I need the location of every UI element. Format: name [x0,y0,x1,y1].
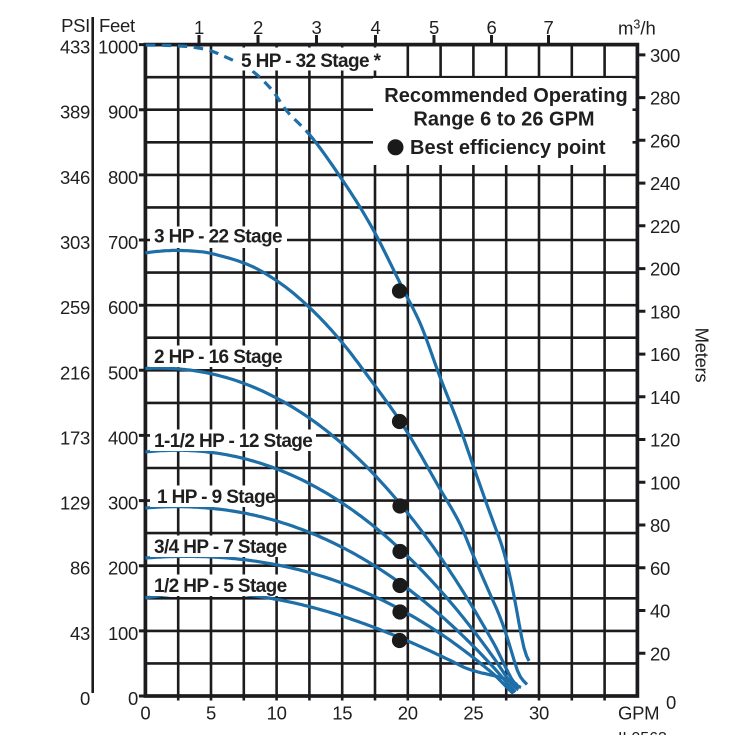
svg-text:6: 6 [487,17,497,38]
svg-text:1/2 HP - 5 Stage: 1/2 HP - 5 Stage [154,576,287,597]
svg-text:1000: 1000 [98,37,138,58]
svg-text:m3/h: m3/h [618,18,656,39]
svg-text:433: 433 [60,37,90,58]
svg-text:260: 260 [650,130,680,151]
svg-text:Recommended Operating: Recommended Operating [384,85,627,107]
svg-text:IL0563: IL0563 [618,730,667,735]
svg-text:10: 10 [267,703,287,724]
svg-text:GPM: GPM [618,703,659,724]
svg-text:160: 160 [650,344,680,365]
svg-text:129: 129 [60,493,90,514]
svg-text:5: 5 [206,703,216,724]
svg-text:20: 20 [650,643,670,664]
svg-text:0: 0 [128,688,138,709]
svg-text:25: 25 [463,703,483,724]
svg-text:200: 200 [108,558,138,579]
svg-text:400: 400 [108,427,138,448]
svg-text:2 HP - 16 Stage: 2 HP - 16 Stage [154,347,282,368]
svg-text:173: 173 [60,427,90,448]
svg-text:3: 3 [312,17,322,38]
svg-text:43: 43 [70,623,90,644]
svg-text:80: 80 [650,515,670,536]
svg-text:303: 303 [60,232,90,253]
svg-text:86: 86 [70,558,90,579]
svg-text:2: 2 [253,17,263,38]
svg-text:40: 40 [650,601,670,622]
svg-text:0: 0 [140,703,150,724]
svg-text:346: 346 [60,167,90,188]
svg-text:120: 120 [650,430,680,451]
svg-text:1: 1 [194,17,204,38]
svg-text:180: 180 [650,301,680,322]
svg-text:600: 600 [108,297,138,318]
svg-text:300: 300 [650,45,680,66]
svg-text:5: 5 [429,17,439,38]
svg-text:15: 15 [332,703,352,724]
svg-text:240: 240 [650,173,680,194]
svg-text:0: 0 [80,688,90,709]
svg-text:30: 30 [529,703,549,724]
svg-text:Feet: Feet [99,15,135,36]
svg-text:0: 0 [666,692,676,713]
svg-text:Meters: Meters [692,328,713,383]
svg-text:220: 220 [650,216,680,237]
svg-text:PSI: PSI [61,15,90,36]
svg-text:Best efficiency point: Best efficiency point [410,137,606,159]
svg-text:216: 216 [60,362,90,383]
svg-text:1-1/2 HP - 12 Stage: 1-1/2 HP - 12 Stage [154,431,312,452]
svg-text:100: 100 [650,472,680,493]
svg-text:5 HP - 32 Stage *: 5 HP - 32 Stage * [241,51,382,72]
svg-text:3 HP - 22 Stage: 3 HP - 22 Stage [154,227,282,248]
svg-text:100: 100 [108,623,138,644]
svg-text:389: 389 [60,102,90,123]
svg-text:7: 7 [544,17,554,38]
svg-text:60: 60 [650,558,670,579]
svg-text:200: 200 [650,259,680,280]
svg-text:3/4 HP - 7 Stage: 3/4 HP - 7 Stage [154,537,287,558]
svg-text:800: 800 [108,167,138,188]
svg-text:Range 6 to 26 GPM: Range 6 to 26 GPM [413,109,594,131]
svg-text:4: 4 [371,17,381,38]
svg-text:500: 500 [108,362,138,383]
svg-text:300: 300 [108,493,138,514]
svg-text:900: 900 [108,102,138,123]
svg-text:1 HP - 9 Stage: 1 HP - 9 Stage [157,487,275,508]
svg-text:140: 140 [650,387,680,408]
svg-text:259: 259 [60,297,90,318]
svg-text:20: 20 [398,703,418,724]
svg-text:700: 700 [108,232,138,253]
svg-text:280: 280 [650,88,680,109]
